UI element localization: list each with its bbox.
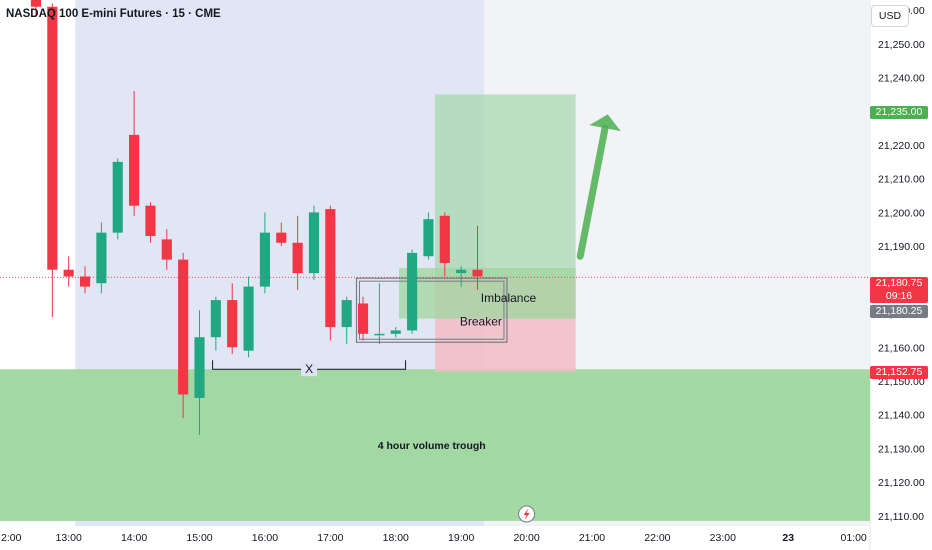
x-tick-label: 2:00 — [1, 532, 22, 544]
candle-body — [145, 205, 156, 237]
candle-body — [178, 259, 189, 395]
candle-body — [292, 242, 303, 274]
imbalance-zone — [399, 268, 576, 319]
candle-body — [194, 337, 205, 398]
y-tick-label: 21,110.00 — [878, 511, 924, 523]
candle-body — [456, 269, 467, 274]
candle-body — [357, 303, 369, 334]
candle-body — [308, 212, 320, 274]
candle-body — [112, 161, 123, 233]
breaker-label: Breaker — [460, 314, 502, 328]
x-tick-label: 19:00 — [448, 532, 474, 544]
currency-button[interactable]: USD — [871, 5, 909, 27]
stop-price-tag-bg — [870, 366, 928, 379]
x-tick-label: 23:00 — [710, 532, 736, 544]
arrow-shaft — [576, 124, 609, 260]
breaker-price-tag-bg — [870, 305, 928, 318]
candle-body — [161, 239, 172, 260]
target-price-tag-bg — [870, 106, 928, 119]
y-tick-label: 21,220.00 — [878, 140, 925, 152]
x-tick-label: 01:00 — [841, 532, 867, 544]
x-tick-label: 14:00 — [121, 532, 147, 544]
countdown-value: 09:16 — [885, 290, 913, 302]
arrow-head — [589, 114, 621, 132]
x-tick-label: 22:00 — [644, 532, 670, 544]
y-tick-label: 21,120.00 — [878, 477, 925, 489]
candle-body — [30, 0, 42, 7]
candle-body — [390, 330, 401, 334]
x-tick-label: 23 — [782, 532, 794, 544]
candle-body — [374, 333, 385, 336]
x-tick-label: 17:00 — [317, 532, 343, 544]
last-price-tag-bg — [870, 277, 928, 303]
y-tick-label: 21,240.00 — [878, 73, 925, 85]
imbalance-label: Imbalance — [481, 291, 537, 305]
volume-trough-label: 4 hour volume trough — [378, 440, 486, 452]
candle-body — [439, 215, 450, 263]
candle-body — [407, 252, 418, 331]
stop-price-tag: 21,152.75 — [870, 366, 928, 379]
x-tick-label: 15:00 — [186, 532, 212, 544]
breaker-price-value: 21,180.25 — [875, 305, 923, 317]
candle-body — [79, 276, 91, 287]
y-tick-label: 21,190.00 — [878, 241, 925, 253]
lightning-icon-bolt — [523, 508, 530, 520]
x-tick-label: 13:00 — [56, 532, 82, 544]
candle-body — [276, 232, 287, 243]
last-price-tag: 21,180.75 09:16 — [870, 277, 928, 303]
candle-body — [423, 219, 434, 257]
candle-body — [325, 209, 336, 328]
y-tick-label: 21,160.00 — [878, 342, 925, 354]
y-tick-label: 21,130.00 — [878, 443, 925, 455]
candle-body — [243, 286, 254, 351]
candle-body — [96, 232, 107, 284]
y-tick-label: 21,140.00 — [878, 410, 925, 422]
candle-body — [63, 269, 74, 277]
candle-body — [47, 6, 58, 270]
price-axis-panel — [870, 0, 932, 550]
y-tick-label: 21,210.00 — [878, 174, 925, 186]
x-bracket-label: X — [305, 362, 313, 376]
target-price-tag: 21,235.00 — [870, 106, 928, 119]
breaker-price-tag: 21,180.25 — [870, 305, 928, 318]
candle-body — [472, 269, 483, 277]
x-tick-label: 20:00 — [513, 532, 539, 544]
symbol-title[interactable]: NASDAQ 100 E-mini Futures · 15 · CME — [6, 8, 221, 20]
y-tick-label: 21,200.00 — [878, 207, 925, 219]
x-bracket-label-bg — [301, 362, 318, 377]
breaker-box — [355, 277, 508, 343]
last-price-value: 21,180.75 — [875, 277, 923, 289]
candle-body — [341, 300, 352, 328]
stop-price-value: 21,152.75 — [875, 366, 923, 378]
candle-body — [227, 300, 238, 348]
x-tick-label: 18:00 — [383, 532, 409, 544]
x-tick-label: 16:00 — [252, 532, 278, 544]
y-tick-label: 21,250.00 — [878, 39, 925, 51]
candle-body — [259, 232, 270, 287]
candle-body — [210, 300, 221, 338]
y-tick-label: 21,150.00 — [878, 376, 925, 388]
target-price-value: 21,235.00 — [875, 106, 923, 118]
volume-trough-zone — [0, 369, 870, 521]
long-target-zone — [435, 94, 576, 279]
x-tick-label: 21:00 — [579, 532, 605, 544]
candle-body — [129, 134, 140, 206]
